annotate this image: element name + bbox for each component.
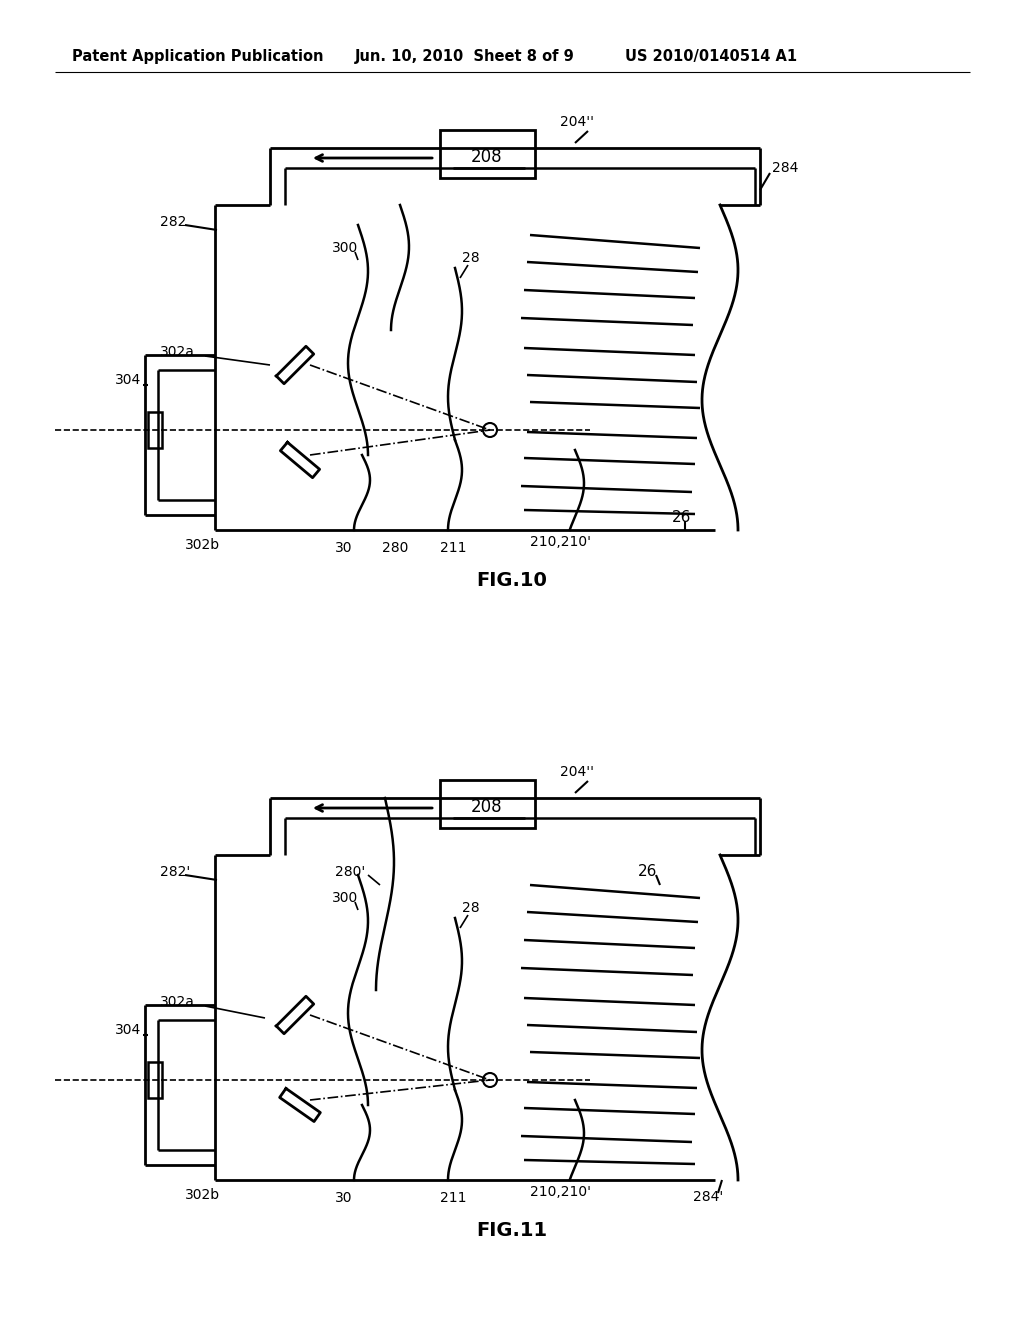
Text: 284': 284' (693, 1191, 723, 1204)
Text: 284: 284 (772, 161, 799, 176)
Text: 28: 28 (462, 902, 479, 915)
Text: FIG.11: FIG.11 (476, 1221, 548, 1239)
Text: 282: 282 (160, 215, 186, 228)
Text: 204'': 204'' (560, 766, 594, 779)
Text: 210,210': 210,210' (530, 535, 591, 549)
Text: 280': 280' (335, 865, 366, 879)
Text: 300: 300 (332, 891, 358, 906)
Text: 210,210': 210,210' (530, 1185, 591, 1199)
Text: US 2010/0140514 A1: US 2010/0140514 A1 (625, 49, 797, 65)
Text: 28: 28 (462, 251, 479, 265)
Text: 280: 280 (382, 541, 409, 554)
Bar (440, 780, 535, 828)
Bar (148, 412, 162, 447)
Text: 208: 208 (471, 148, 503, 166)
Text: 30: 30 (335, 541, 352, 554)
Text: 26: 26 (638, 865, 657, 879)
Text: 211: 211 (440, 1191, 467, 1205)
Text: Patent Application Publication: Patent Application Publication (72, 49, 324, 65)
Text: 302b: 302b (185, 539, 220, 552)
Text: 304: 304 (115, 374, 141, 387)
Text: 282': 282' (160, 865, 190, 879)
Text: 302b: 302b (185, 1188, 220, 1203)
Bar (440, 129, 535, 178)
Text: 302a: 302a (160, 345, 195, 359)
Text: 302a: 302a (160, 995, 195, 1008)
Text: 304: 304 (115, 1023, 141, 1038)
Text: 208: 208 (471, 799, 503, 816)
Bar (148, 1063, 162, 1098)
Text: 30: 30 (335, 1191, 352, 1205)
Text: 26: 26 (672, 511, 691, 525)
Text: 204'': 204'' (560, 115, 594, 129)
Text: 211: 211 (440, 541, 467, 554)
Text: Jun. 10, 2010  Sheet 8 of 9: Jun. 10, 2010 Sheet 8 of 9 (355, 49, 574, 65)
Text: 300: 300 (332, 242, 358, 255)
Text: FIG.10: FIG.10 (476, 570, 548, 590)
